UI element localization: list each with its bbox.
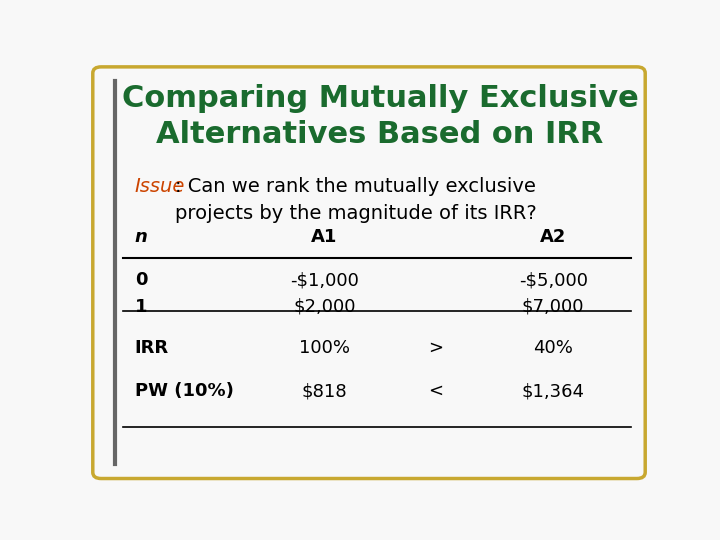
Text: $1,364: $1,364 [521,382,585,400]
Text: $818: $818 [302,382,347,400]
Text: A2: A2 [540,228,567,246]
Text: -$5,000: -$5,000 [518,271,588,289]
Text: $2,000: $2,000 [293,298,356,316]
Text: A1: A1 [311,228,338,246]
Text: <: < [428,382,444,400]
Text: n: n [135,228,148,246]
Text: 1: 1 [135,298,147,316]
Text: 0: 0 [135,271,147,289]
Text: >: > [428,339,444,356]
Text: 100%: 100% [299,339,350,356]
FancyBboxPatch shape [93,67,645,478]
Text: Issue: Issue [135,177,185,196]
Text: 40%: 40% [534,339,573,356]
Text: $7,000: $7,000 [522,298,585,316]
Text: -$1,000: -$1,000 [290,271,359,289]
Text: Comparing Mutually Exclusive
Alternatives Based on IRR: Comparing Mutually Exclusive Alternative… [122,84,639,149]
Text: : Can we rank the mutually exclusive
projects by the magnitude of its IRR?: : Can we rank the mutually exclusive pro… [176,177,537,224]
Text: IRR: IRR [135,339,168,356]
Text: PW (10%): PW (10%) [135,382,233,400]
